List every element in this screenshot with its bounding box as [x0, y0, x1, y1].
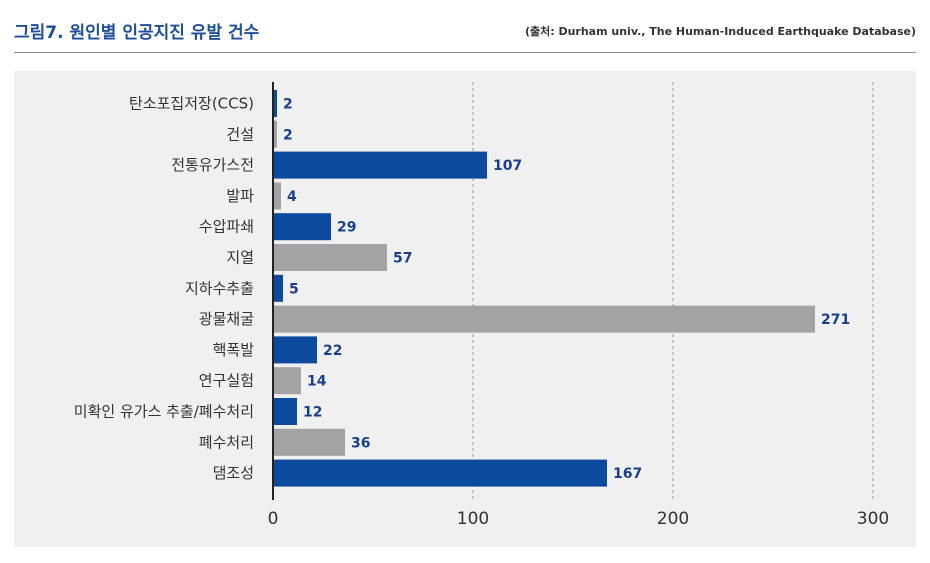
value-label: 5 [289, 281, 299, 297]
category-label: 광물채굴 [199, 310, 254, 328]
bar [273, 336, 317, 364]
bar [273, 120, 277, 148]
header-divider [14, 52, 916, 53]
value-label: 57 [393, 251, 412, 267]
category-label: 전통유가스전 [171, 156, 254, 174]
x-axis-ticks: 0 100 200 300 [268, 509, 890, 529]
bar [273, 244, 387, 271]
bars [273, 90, 815, 487]
x-tick-label: 200 [657, 509, 689, 529]
category-label: 연구실험 [199, 372, 254, 390]
value-label: 12 [303, 405, 322, 421]
bar [273, 428, 345, 456]
bar [273, 182, 281, 210]
x-tick-label: 0 [268, 509, 279, 529]
category-label: 댐조성 [213, 464, 254, 482]
bar [273, 367, 301, 395]
value-label: 2 [283, 97, 293, 113]
bar [273, 459, 607, 487]
value-label: 29 [337, 220, 356, 236]
category-label: 수압파쇄 [199, 218, 254, 236]
value-label: 271 [821, 312, 850, 328]
category-label: 발파 [226, 187, 254, 205]
value-label: 22 [323, 343, 342, 359]
category-label: 건설 [226, 125, 254, 143]
value-label: 4 [287, 189, 297, 205]
grid-lines [472, 82, 874, 500]
category-label: 탄소포집저장(CCS) [129, 95, 254, 113]
figure-source: (출처: Durham univ., The Human-Induced Ear… [524, 25, 916, 38]
category-labels: 탄소포집저장(CCS) 건설전통유가스전발파수압파쇄지열지하수추출광물채굴핵폭발연… [74, 95, 254, 483]
value-label: 2 [283, 127, 293, 143]
figure-title: 그림7. 원인별 인공지진 유발 건수 [14, 23, 260, 43]
figure-header: 그림7. 원인별 인공지진 유발 건수 (출처: Durham univ., T… [14, 0, 916, 52]
bar [273, 398, 297, 425]
category-label: 지하수추출 [185, 279, 254, 297]
bar [273, 305, 815, 333]
x-tick-label: 100 [457, 509, 489, 529]
x-tick-label: 300 [857, 509, 889, 529]
value-label: 107 [493, 158, 522, 174]
bar [273, 90, 277, 117]
category-label: 폐수처리 [199, 433, 254, 451]
category-label: 지열 [226, 249, 254, 267]
bar [273, 274, 283, 302]
category-label: 핵폭발 [213, 341, 255, 359]
value-label: 36 [351, 435, 370, 451]
category-label: 미확인 유가스 추출/폐수처리 [74, 403, 254, 421]
value-label: 14 [307, 374, 327, 390]
bar [273, 213, 331, 241]
bar [273, 151, 487, 179]
value-label: 167 [613, 466, 642, 482]
